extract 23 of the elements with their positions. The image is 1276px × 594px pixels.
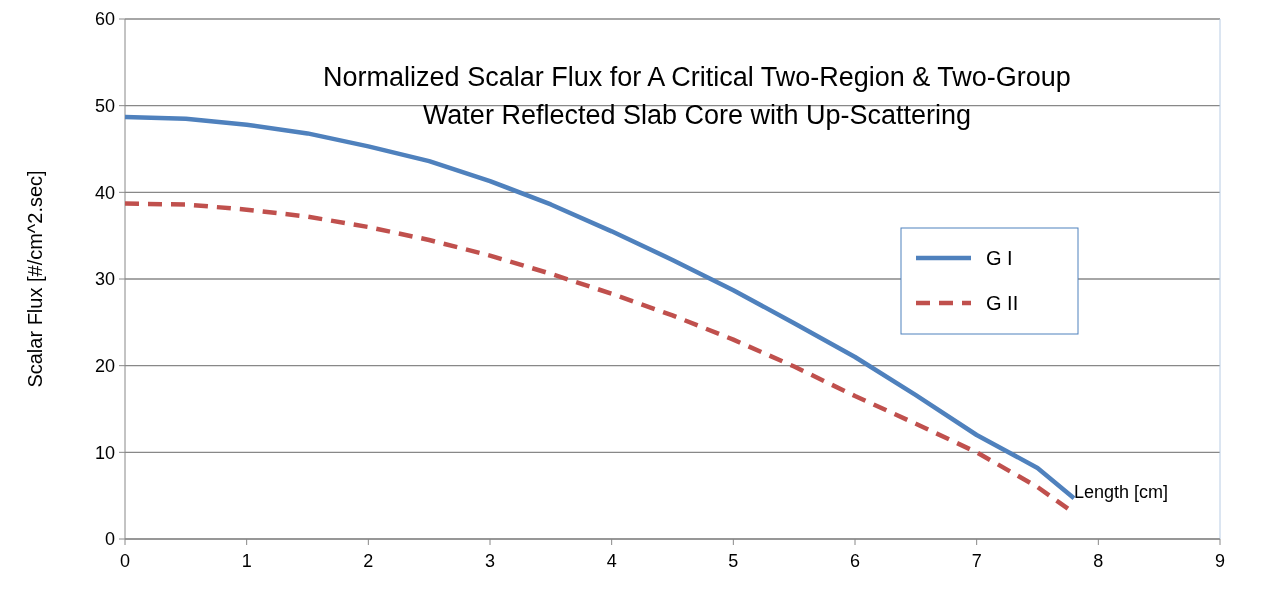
x-tick-label: 5 [728,551,739,571]
line-series [122,201,1071,511]
x-tick-label: 3 [484,551,496,571]
y-tick-label: 30 [94,269,115,290]
y-tick-label: 10 [94,442,115,463]
y-axis-title: Scalar Flux [#/cm^2.sec] [24,170,46,388]
y-tick-label: 20 [94,355,115,376]
y-tick-label: 40 [94,182,115,203]
x-axis-title: Length [cm] [1074,482,1169,502]
y-tick-label: 50 [94,95,115,116]
x-tick-label: 4 [606,551,617,571]
legend-label: G II [986,292,1019,314]
legend-label: G I [986,247,1013,269]
x-tick-label: 0 [119,551,131,571]
x-tick-label: 2 [363,551,374,571]
x-tick-label: 7 [971,551,982,571]
x-tick-label: 1 [241,551,252,571]
y-tick-label: 0 [104,529,115,550]
y-tick-label: 60 [94,9,115,30]
x-tick-label: 9 [1214,551,1226,571]
x-tick-label: 6 [849,551,861,571]
text: Normalized Scalar Flux for A Critical Two-Region & Two-Group Water Reflected Slab Core with Up-Scattering [323,62,1071,130]
x-tick-label: 8 [1093,551,1104,571]
